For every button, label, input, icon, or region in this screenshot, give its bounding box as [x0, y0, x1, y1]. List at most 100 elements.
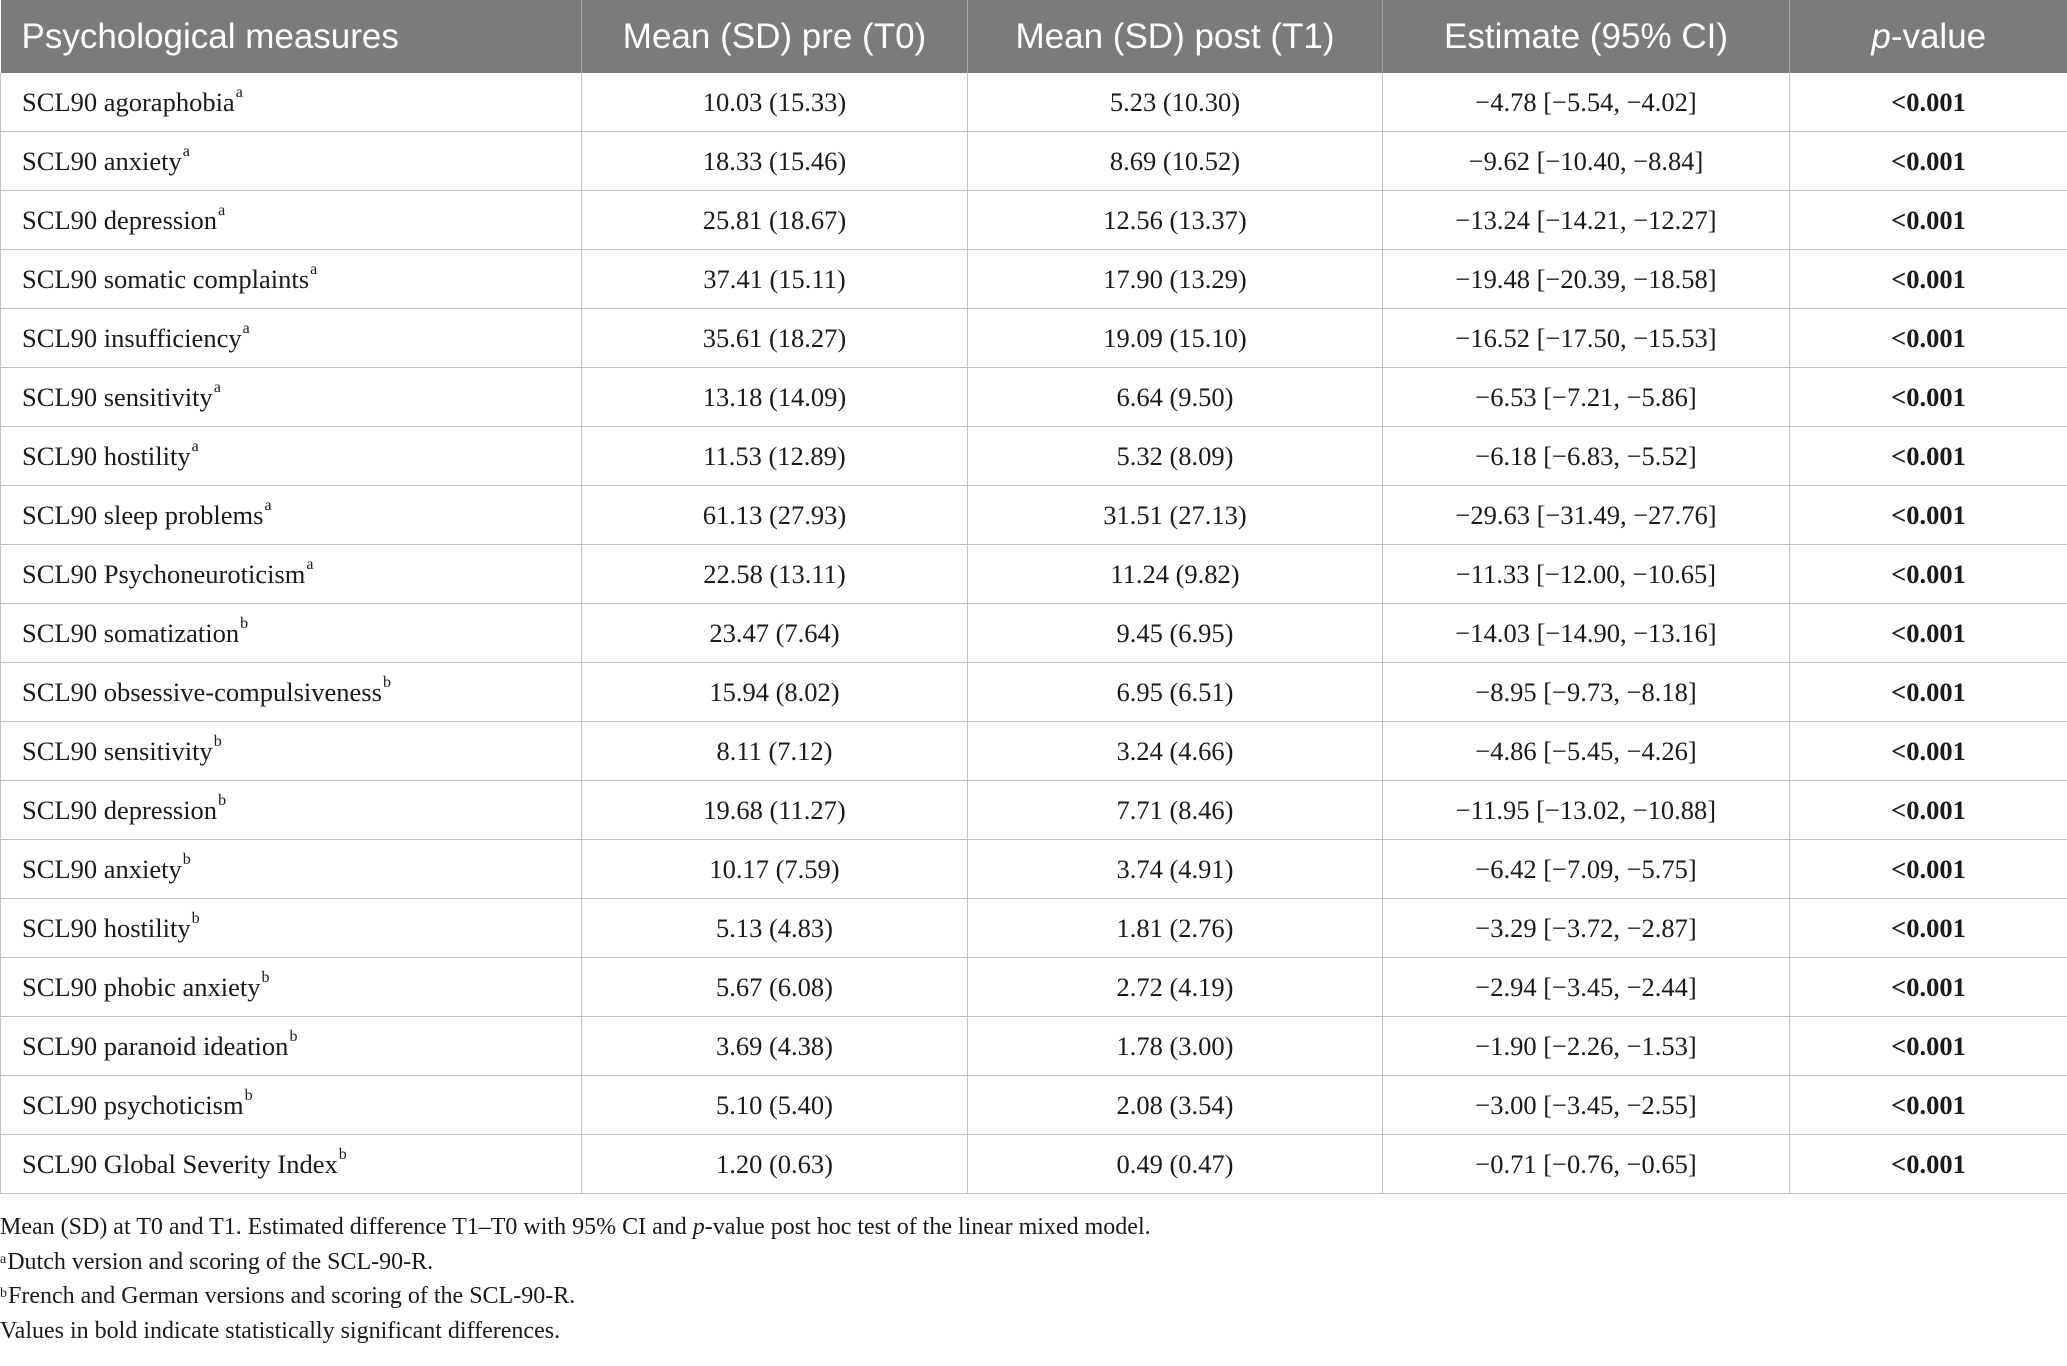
table-row: SCL90 sensitivityb 8.11 (7.12) 3.24 (4.66)…: [0, 721, 2067, 781]
footnote-mark: b: [244, 1086, 253, 1104]
cell-pre: 3.69 (4.38): [581, 1016, 968, 1076]
footnote-b-text: French and German versions and scoring o…: [8, 1283, 576, 1309]
measure-name: SCL90 somatic complaints: [22, 263, 310, 294]
header-estimate: Estimate (95% CI): [1382, 0, 1790, 73]
note-bold: Values in bold indicate statistically si…: [0, 1317, 561, 1344]
cell-estimate: −6.42 [−7.09, −5.75]: [1382, 839, 1790, 899]
cell-measure: SCL90 Psychoneuroticisma: [0, 544, 582, 604]
cell-estimate: −9.62 [−10.40, −8.84]: [1382, 131, 1790, 191]
table-row: SCL90 obsessive-compulsivenessb 15.94 (8.…: [0, 662, 2067, 722]
header-p-italic: p: [1871, 16, 1891, 56]
footnote-mark: a: [264, 496, 272, 514]
footnote-a-text: Dutch version and scoring of the SCL-90-…: [7, 1248, 434, 1275]
cell-p-value: <0.001: [1789, 898, 2067, 958]
measure-name: SCL90 depression: [22, 794, 218, 825]
table-row: SCL90 phobic anxietyb 5.67 (6.08) 2.72 (4.…: [0, 957, 2067, 1017]
table-row: SCL90 sleep problemsa 61.13 (27.93) 31.51 …: [0, 485, 2067, 545]
cell-measure: SCL90 anxietyb: [0, 839, 582, 899]
cell-post: 8.69 (10.52): [967, 131, 1383, 191]
footnote-mark: a: [191, 437, 199, 455]
measure-name: SCL90 somatization: [22, 617, 240, 648]
table-header: Psychological measures Mean (SD) pre (T0…: [0, 0, 2067, 73]
cell-p-value: <0.001: [1789, 1075, 2067, 1135]
cell-p-value: <0.001: [1789, 426, 2067, 486]
table-row: SCL90 Psychoneuroticisma 22.58 (13.11) 11.…: [0, 544, 2067, 604]
header-measure: Psychological measures: [0, 0, 582, 73]
cell-measure: SCL90 paranoid ideationb: [0, 1016, 582, 1076]
measure-name: SCL90 sensitivity: [22, 381, 213, 412]
table-row: SCL90 insufficiencya 35.61 (18.27) 19.09 (…: [0, 308, 2067, 368]
measure-name: SCL90 anxiety: [22, 145, 182, 176]
cell-pre: 11.53 (12.89): [581, 426, 968, 486]
cell-pre: 35.61 (18.27): [581, 308, 968, 368]
cell-measure: SCL90 insufficiencya: [0, 308, 582, 368]
footnote-mark: a: [182, 142, 190, 160]
cell-estimate: −29.63 [−31.49, −27.76]: [1382, 485, 1790, 545]
cell-pre: 5.10 (5.40): [581, 1075, 968, 1135]
cell-post: 3.24 (4.66): [967, 721, 1383, 781]
footnote-mark: b: [382, 673, 391, 691]
header-post: Mean (SD) post (T1): [967, 0, 1383, 73]
footnote-mark: b: [289, 1027, 298, 1045]
table-row: SCL90 anxietya 18.33 (15.46) 8.69 (10.52) −…: [0, 131, 2067, 191]
footnote-mark: a: [306, 555, 314, 573]
cell-post: 1.81 (2.76): [967, 898, 1383, 958]
cell-measure: SCL90 somatizationb: [0, 603, 582, 663]
cell-measure: SCL90 anxietya: [0, 131, 582, 191]
cell-post: 6.95 (6.51): [967, 662, 1383, 722]
cell-estimate: −4.86 [−5.45, −4.26]: [1382, 721, 1790, 781]
measure-name: SCL90 depression: [22, 204, 218, 235]
cell-measure: SCL90 depressionb: [0, 780, 582, 840]
cell-pre: 13.18 (14.09): [581, 367, 968, 427]
footnote-mark: a: [242, 319, 250, 337]
cell-post: 19.09 (15.10): [967, 308, 1383, 368]
cell-estimate: −0.71 [−0.76, −0.65]: [1382, 1134, 1790, 1194]
cell-pre: 5.67 (6.08): [581, 957, 968, 1017]
cell-measure: SCL90 sleep problemsa: [0, 485, 582, 545]
cell-p-value: <0.001: [1789, 957, 2067, 1017]
table-row: SCL90 depressiona 25.81 (18.67) 12.56 (13.…: [0, 190, 2067, 250]
cell-p-value: <0.001: [1789, 190, 2067, 250]
cell-estimate: −3.29 [−3.72, −2.87]: [1382, 898, 1790, 958]
cell-p-value: <0.001: [1789, 131, 2067, 191]
results-table: Psychological measures Mean (SD) pre (T0…: [0, 0, 2067, 1194]
table-row: SCL90 psychoticismb 5.10 (5.40) 2.08 (3.54…: [0, 1075, 2067, 1135]
cell-estimate: −3.00 [−3.45, −2.55]: [1382, 1075, 1790, 1135]
note-methods-text-b: -value post hoc test of the linear mixed…: [704, 1214, 1151, 1240]
footnote-mark: b: [191, 909, 200, 927]
cell-estimate: −13.24 [−14.21, −12.27]: [1382, 190, 1790, 250]
measure-name: SCL90 hostility: [22, 440, 191, 471]
table-row: SCL90 anxietyb 10.17 (7.59) 3.74 (4.91) −6.…: [0, 839, 2067, 899]
footnote-mark: b: [182, 850, 191, 868]
cell-pre: 25.81 (18.67): [581, 190, 968, 250]
cell-p-value: <0.001: [1789, 721, 2067, 781]
cell-pre: 18.33 (15.46): [581, 131, 968, 191]
measure-name: SCL90 sensitivity: [22, 735, 213, 766]
cell-pre: 10.17 (7.59): [581, 839, 968, 899]
footnote-mark: b: [338, 1145, 347, 1163]
footnote-mark: a: [235, 83, 243, 101]
note-methods: Mean (SD) at T0 and T1. Estimated differ…: [0, 1210, 1151, 1245]
cell-estimate: −2.94 [−3.45, −2.44]: [1382, 957, 1790, 1017]
table-row: SCL90 somatizationb 23.47 (7.64) 9.45 (6.9…: [0, 603, 2067, 663]
cell-p-value: <0.001: [1789, 308, 2067, 368]
cell-measure: SCL90 depressiona: [0, 190, 582, 250]
cell-measure: SCL90 hostilityb: [0, 898, 582, 958]
cell-post: 9.45 (6.95): [967, 603, 1383, 663]
cell-post: 7.71 (8.46): [967, 780, 1383, 840]
measure-name: SCL90 paranoid ideation: [22, 1030, 289, 1061]
measure-name: SCL90 anxiety: [22, 853, 182, 884]
cell-post: 0.49 (0.47): [967, 1134, 1383, 1194]
note-methods-text-a: Mean (SD) at T0 and T1. Estimated differ…: [0, 1214, 693, 1240]
cell-p-value: <0.001: [1789, 485, 2067, 545]
header-p-value: p-value: [1789, 0, 2067, 73]
cell-post: 1.78 (3.00): [967, 1016, 1383, 1076]
header-row: Psychological measures Mean (SD) pre (T0…: [0, 0, 2067, 73]
cell-p-value: <0.001: [1789, 1016, 2067, 1076]
cell-pre: 23.47 (7.64): [581, 603, 968, 663]
cell-post: 2.72 (4.19): [967, 957, 1383, 1017]
cell-pre: 8.11 (7.12): [581, 721, 968, 781]
cell-measure: SCL90 phobic anxietyb: [0, 957, 582, 1017]
cell-p-value: <0.001: [1789, 367, 2067, 427]
